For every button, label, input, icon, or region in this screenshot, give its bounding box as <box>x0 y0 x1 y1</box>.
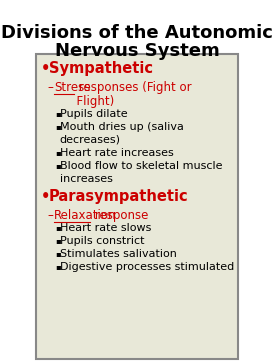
Text: Heart rate increases: Heart rate increases <box>59 148 173 158</box>
Text: ▪: ▪ <box>55 161 61 170</box>
Text: Stress: Stress <box>54 81 90 94</box>
Text: Mouth dries up (saliva: Mouth dries up (saliva <box>59 122 183 132</box>
Text: Blood flow to skeletal muscle: Blood flow to skeletal muscle <box>59 161 222 171</box>
Text: ▪: ▪ <box>55 236 61 245</box>
Text: Divisions of the Autonomic: Divisions of the Autonomic <box>1 24 273 42</box>
Text: Parasympathetic: Parasympathetic <box>48 189 188 204</box>
Text: responses (Fight or: responses (Fight or <box>75 81 192 94</box>
Text: Pupils dilate: Pupils dilate <box>59 109 127 119</box>
Text: decreases): decreases) <box>59 135 121 145</box>
Text: response: response <box>91 209 148 222</box>
Text: ▪: ▪ <box>55 148 61 157</box>
Text: –: – <box>47 209 53 222</box>
Text: Stimulates salivation: Stimulates salivation <box>59 249 176 259</box>
Text: Pupils constrict: Pupils constrict <box>59 236 144 246</box>
Text: Relaxation: Relaxation <box>54 209 116 222</box>
Text: –: – <box>47 81 53 94</box>
FancyBboxPatch shape <box>36 54 238 359</box>
Text: Nervous System: Nervous System <box>55 42 219 60</box>
Text: ▪: ▪ <box>55 262 61 271</box>
Text: •: • <box>41 61 50 76</box>
Text: ▪: ▪ <box>55 249 61 258</box>
Text: Sympathetic: Sympathetic <box>48 61 153 76</box>
Text: increases: increases <box>59 174 112 184</box>
Text: ▪: ▪ <box>55 122 61 131</box>
Text: ▪: ▪ <box>55 223 61 232</box>
Text: Heart rate slows: Heart rate slows <box>59 223 151 233</box>
Text: Digestive processes stimulated: Digestive processes stimulated <box>59 262 234 272</box>
Text: ▪: ▪ <box>55 109 61 118</box>
Text: Flight): Flight) <box>54 95 114 108</box>
Text: •: • <box>41 189 50 204</box>
